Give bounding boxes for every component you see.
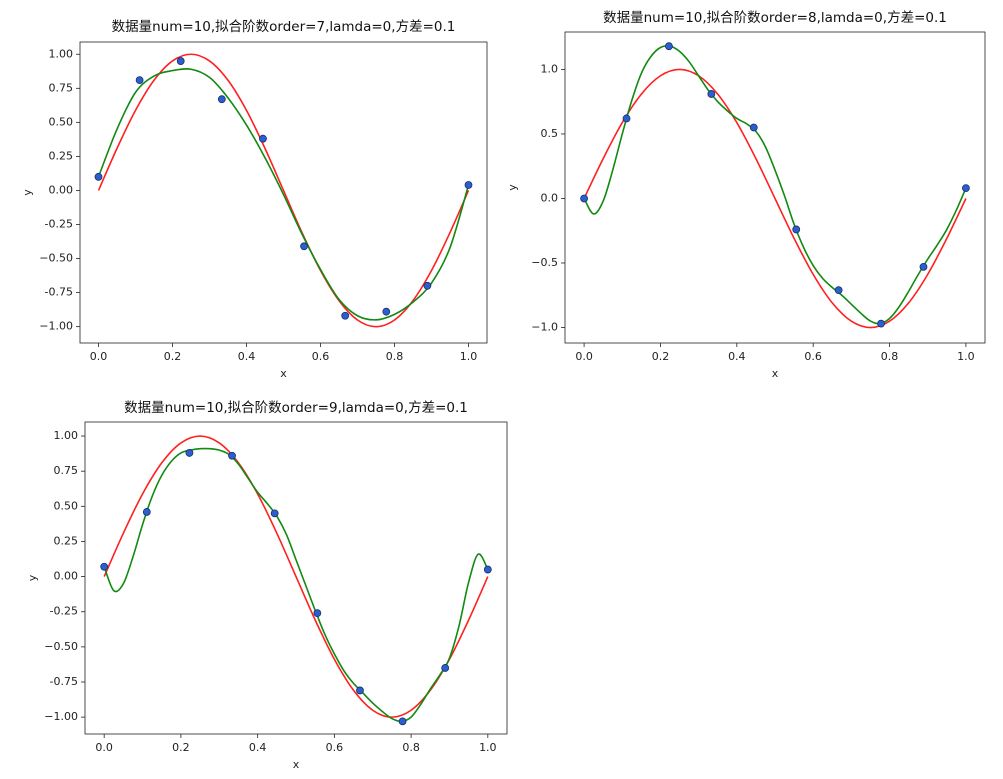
data-point bbox=[622, 114, 631, 123]
data-point bbox=[834, 286, 843, 294]
x-tick-label: 0.2 bbox=[172, 741, 190, 754]
y-tick-label: 1.00 bbox=[54, 429, 79, 442]
data-point bbox=[707, 90, 716, 98]
x-tick-label: 0.0 bbox=[575, 350, 593, 363]
data-point bbox=[356, 686, 364, 695]
x-tick-label: 0.0 bbox=[90, 350, 108, 363]
curve bbox=[97, 53, 470, 328]
y-tick-label: 0.00 bbox=[54, 570, 79, 583]
data-point bbox=[580, 194, 588, 203]
y-tick-label: −1.0 bbox=[531, 321, 558, 334]
x-tick-label: 0.8 bbox=[402, 741, 420, 754]
axes-frame bbox=[564, 31, 986, 344]
subplot: 数据量num=10,拟合阶数order=9,lamda=0,方差=0.1 x y 0.… bbox=[26, 400, 508, 771]
y-tick-label: 0.5 bbox=[541, 127, 559, 140]
y-tick-label: −0.5 bbox=[531, 256, 558, 269]
data-point bbox=[919, 262, 928, 271]
data-point bbox=[100, 562, 109, 571]
chart-title: 数据量num=10,拟合阶数order=7,lamda=0,方差=0.1 bbox=[112, 19, 456, 35]
curve bbox=[103, 447, 489, 723]
curve bbox=[97, 68, 470, 321]
x-tick-label: 0.2 bbox=[164, 350, 182, 363]
x-tick-label: 0.6 bbox=[326, 741, 344, 754]
data-point bbox=[270, 509, 279, 518]
axes-frame bbox=[79, 41, 488, 344]
data-point bbox=[217, 95, 226, 104]
x-tick-label: 0.8 bbox=[881, 350, 899, 363]
y-tick-label: 0.0 bbox=[541, 191, 559, 204]
x-axis-label: x bbox=[280, 367, 287, 380]
data-point bbox=[877, 319, 885, 328]
y-tick-label: −0.50 bbox=[44, 640, 78, 653]
data-point bbox=[135, 76, 144, 85]
y-tick-label: -0.75 bbox=[50, 675, 78, 688]
curve bbox=[583, 68, 967, 329]
x-tick-label: 0.2 bbox=[652, 350, 670, 363]
data-point bbox=[749, 123, 758, 132]
x-tick-label: 0.4 bbox=[238, 350, 256, 363]
x-tick-label: 0.4 bbox=[728, 350, 746, 363]
data-point bbox=[382, 307, 391, 316]
x-tick-label: 1.0 bbox=[460, 350, 478, 363]
x-tick-label: 0.8 bbox=[386, 350, 404, 363]
x-tick-label: 0.0 bbox=[95, 741, 113, 754]
y-tick-label: 1.00 bbox=[49, 47, 74, 60]
chart-title: 数据量num=10,拟合阶数order=9,lamda=0,方差=0.1 bbox=[124, 400, 468, 416]
data-point bbox=[300, 242, 308, 251]
data-point bbox=[185, 449, 194, 457]
y-tick-label: 0.75 bbox=[49, 81, 74, 94]
chart-title: 数据量num=10,拟合阶数order=8,lamda=0,方差=0.1 bbox=[603, 10, 947, 26]
data-point bbox=[398, 717, 407, 726]
y-tick-label: 1.0 bbox=[541, 62, 559, 75]
y-tick-label: 0.00 bbox=[49, 183, 74, 196]
data-point bbox=[94, 172, 103, 181]
x-tick-label: 0.4 bbox=[249, 741, 267, 754]
y-tick-label: −1.00 bbox=[39, 320, 73, 333]
data-point bbox=[228, 451, 236, 460]
x-tick-label: 0.6 bbox=[804, 350, 822, 363]
data-point bbox=[341, 311, 350, 320]
y-tick-label: −1.00 bbox=[44, 710, 78, 723]
x-tick-label: 1.0 bbox=[479, 741, 497, 754]
y-tick-label: −0.50 bbox=[39, 252, 73, 265]
curve bbox=[583, 45, 967, 325]
data-point bbox=[483, 565, 492, 574]
subplot: 数据量num=10,拟合阶数order=8,lamda=0,方差=0.1 x y 0.… bbox=[506, 10, 986, 380]
y-axis-label: y bbox=[26, 574, 39, 581]
y-tick-label: 0.50 bbox=[54, 499, 79, 512]
y-tick-label: 0.25 bbox=[49, 149, 74, 162]
y-tick-label: -0.75 bbox=[45, 286, 73, 299]
data-point bbox=[962, 184, 970, 193]
y-tick-label: 0.50 bbox=[49, 115, 74, 128]
curve bbox=[103, 435, 489, 718]
x-tick-label: 0.6 bbox=[312, 350, 330, 363]
y-axis-label: y bbox=[21, 189, 34, 196]
y-tick-label: -0.25 bbox=[45, 218, 73, 231]
data-point bbox=[142, 508, 151, 516]
data-point bbox=[464, 181, 473, 189]
data-point bbox=[423, 281, 432, 290]
axes-frame bbox=[84, 421, 508, 735]
data-point bbox=[792, 225, 801, 234]
x-axis-label: x bbox=[772, 367, 779, 380]
data-point bbox=[313, 609, 322, 618]
y-tick-label: -0.25 bbox=[50, 605, 78, 618]
data-point bbox=[259, 134, 267, 143]
x-axis-label: x bbox=[293, 758, 300, 771]
x-tick-label: 1.0 bbox=[957, 350, 975, 363]
y-tick-label: 0.75 bbox=[54, 464, 79, 477]
subplot: 数据量num=10,拟合阶数order=7,lamda=0,方差=0.1 x y 0.… bbox=[21, 19, 488, 380]
data-point bbox=[665, 42, 673, 51]
y-tick-label: 0.25 bbox=[54, 534, 79, 547]
data-point bbox=[176, 57, 185, 65]
y-axis-label: y bbox=[506, 184, 519, 191]
data-point bbox=[441, 664, 450, 672]
